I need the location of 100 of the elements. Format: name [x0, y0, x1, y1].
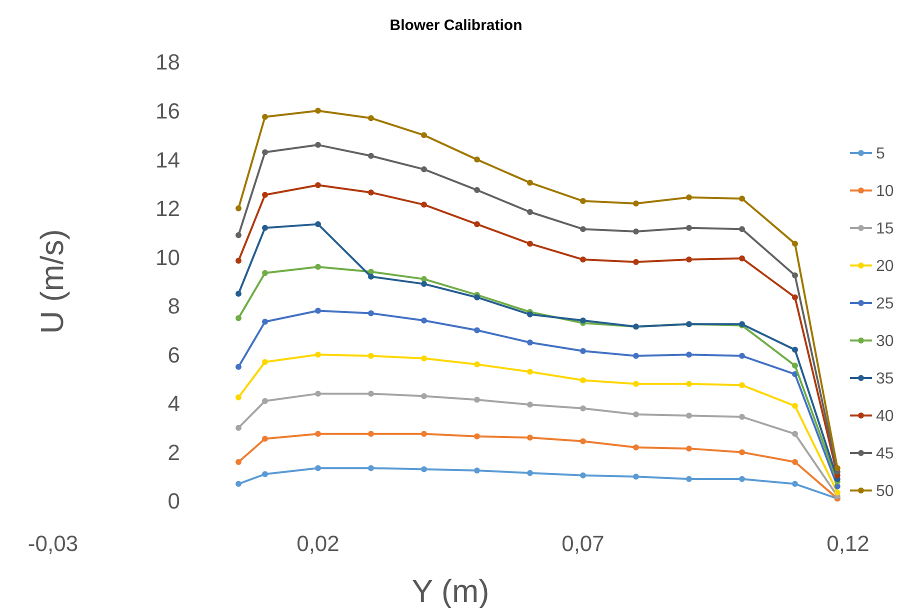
point [315, 108, 321, 114]
point [236, 258, 242, 264]
legend-label: 40 [876, 408, 894, 426]
point [315, 352, 321, 358]
point [262, 114, 268, 120]
point [236, 315, 242, 322]
point [633, 228, 639, 235]
point [739, 449, 745, 456]
point [236, 480, 242, 487]
point [580, 377, 586, 384]
point [421, 430, 427, 437]
legend-label: 15 [876, 220, 894, 238]
point [633, 200, 639, 206]
point [315, 264, 321, 270]
point [315, 182, 321, 188]
point [262, 318, 268, 325]
point [474, 396, 480, 403]
legend-label: 10 [876, 183, 894, 200]
point [368, 465, 374, 472]
point [527, 180, 533, 186]
y-tick-label: 18 [156, 50, 180, 75]
point [315, 142, 321, 148]
point [527, 470, 533, 476]
point [315, 308, 321, 314]
point [236, 290, 242, 297]
point [527, 208, 533, 215]
legend-label: 30 [876, 333, 894, 350]
point [236, 232, 242, 238]
point [368, 352, 374, 359]
chart-title: Blower Calibration [390, 17, 522, 34]
point [792, 430, 798, 437]
point [421, 355, 427, 362]
point [527, 339, 533, 346]
point [527, 311, 533, 318]
point [834, 489, 840, 496]
point [262, 471, 268, 478]
point [421, 280, 427, 287]
y-tick-label: 4 [168, 391, 180, 416]
point [686, 476, 692, 482]
point [262, 149, 268, 156]
point [686, 380, 692, 387]
point [315, 221, 321, 228]
y-tick-label: 12 [156, 196, 180, 222]
y-tick-label: 16 [156, 98, 180, 124]
point [686, 194, 692, 200]
y-tick-label: 14 [156, 147, 180, 172]
point [421, 318, 427, 324]
point [739, 226, 745, 232]
point [792, 402, 798, 409]
point [792, 480, 798, 487]
y-tick-label: 0 [168, 488, 180, 514]
point [633, 444, 639, 450]
point [527, 240, 533, 247]
point [368, 189, 374, 196]
point [368, 152, 374, 159]
y-tick-label: 10 [156, 244, 180, 270]
legend-label: 45 [876, 446, 894, 463]
point [262, 358, 268, 365]
point [580, 256, 586, 263]
point [236, 205, 242, 212]
point [633, 258, 639, 265]
point [368, 310, 374, 316]
point [421, 166, 427, 172]
point [739, 476, 745, 482]
y-tick-label: 6 [168, 342, 180, 368]
point [792, 458, 798, 465]
point [686, 412, 692, 419]
point [580, 405, 586, 412]
point [262, 436, 268, 442]
point [368, 430, 374, 437]
legend-label: 20 [876, 258, 894, 276]
point [474, 221, 480, 228]
point [474, 361, 480, 368]
point [580, 472, 586, 478]
point [792, 240, 798, 247]
point [633, 411, 639, 418]
x-tick-label: 0,02 [296, 531, 340, 556]
point [236, 394, 242, 400]
point [739, 382, 745, 388]
legend-label: 35 [876, 370, 894, 388]
point [633, 380, 639, 387]
point [527, 402, 533, 408]
point [262, 270, 268, 276]
point [633, 474, 639, 480]
legend-label: 50 [876, 483, 894, 500]
point [739, 352, 745, 359]
x-tick-label: 0,12 [826, 531, 870, 556]
point [792, 346, 798, 353]
point [792, 362, 798, 369]
legend-label: 5 [876, 146, 885, 163]
point [368, 274, 374, 280]
x-tick-label: -0,03 [28, 531, 78, 556]
point [368, 390, 374, 397]
point [686, 256, 692, 263]
point [368, 115, 374, 122]
point [474, 468, 480, 474]
point [580, 198, 586, 204]
point [421, 132, 427, 138]
point [236, 424, 242, 431]
point [739, 255, 745, 262]
